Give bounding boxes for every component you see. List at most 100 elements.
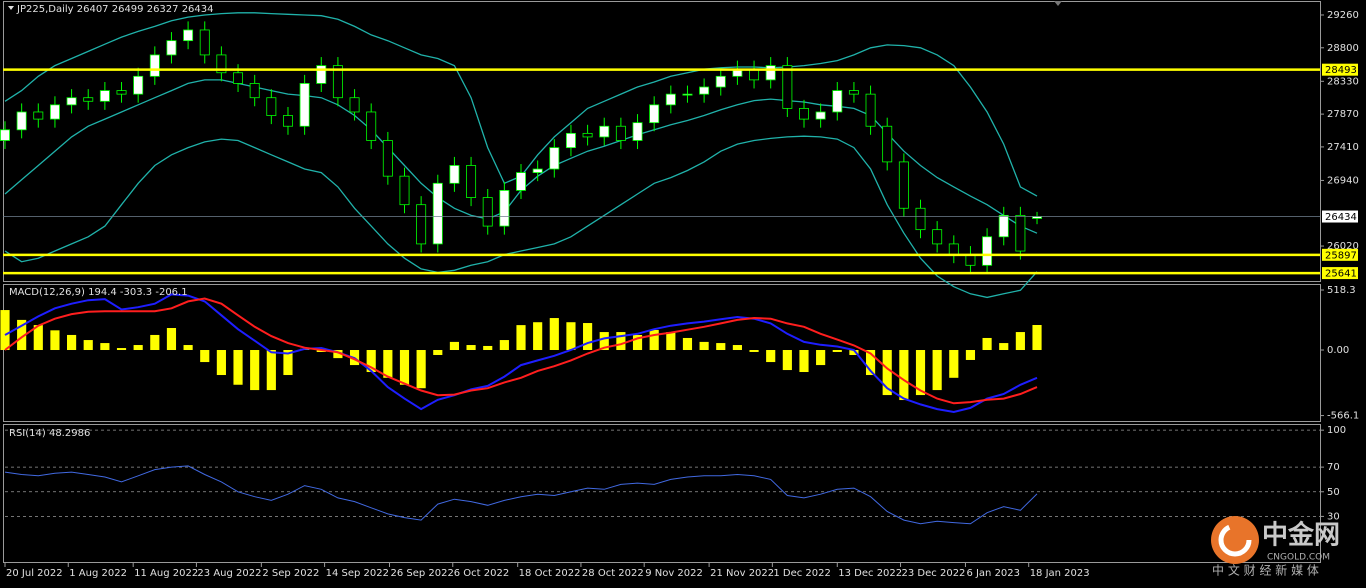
y-tick-label: 26020 <box>1327 241 1359 252</box>
current-price-label-box <box>1322 210 1358 223</box>
macd-histogram-bar <box>483 345 493 351</box>
macd-histogram-bar <box>782 350 792 371</box>
candle-body <box>965 254 976 266</box>
macd-histogram-bar <box>915 350 926 396</box>
macd-histogram-bar <box>899 350 909 401</box>
macd-histogram-bar <box>999 343 1009 351</box>
level-label: 28493 <box>1325 65 1357 76</box>
macd-histogram-bar <box>150 334 160 351</box>
price-panel-frame <box>3 1 1321 282</box>
macd-histogram-bar <box>416 350 426 389</box>
candle-body <box>532 168 543 173</box>
macd-histogram-bar <box>449 341 460 351</box>
macd-histogram-bar <box>133 345 143 351</box>
candle-body <box>216 54 227 74</box>
x-tick-label: 18 Oct 2022 <box>519 568 581 579</box>
macd-histogram-bar <box>766 350 776 363</box>
bollinger-band <box>4 135 1038 299</box>
rsi-panel-title: RSI(14) 48.2986 <box>9 428 90 439</box>
y-tick-label: 100 <box>1327 425 1346 436</box>
candle-body <box>898 161 909 209</box>
candle-body <box>815 111 826 120</box>
macd-histogram-bar <box>699 341 709 351</box>
x-tick-label: 2 Sep 2022 <box>262 568 319 579</box>
macd-histogram-bar <box>366 350 376 373</box>
candle-body <box>615 125 626 141</box>
macd-panel-frame <box>3 284 1321 422</box>
macd-line <box>4 297 1038 405</box>
candle-body <box>549 147 560 170</box>
candle-body <box>249 83 260 99</box>
macd-line <box>4 293 1038 414</box>
x-tick-label: 20 Jul 2022 <box>6 568 63 579</box>
macd-histogram-bar <box>516 325 526 351</box>
candle-body <box>233 72 244 84</box>
candle-body <box>83 97 94 102</box>
x-tick-label: 28 Oct 2022 <box>582 568 644 579</box>
candle-body <box>982 236 993 266</box>
macd-histogram-bar <box>716 343 726 351</box>
candle-body <box>582 132 593 138</box>
macd-histogram-bar <box>100 343 110 351</box>
candle-body <box>199 29 210 56</box>
macd-histogram-bar <box>982 337 992 351</box>
macd-histogram-bar <box>666 332 676 351</box>
macd-histogram-bar <box>1015 332 1025 351</box>
candle-body <box>382 140 393 177</box>
macd-histogram-bar <box>1032 324 1042 351</box>
macd-histogram-bar <box>816 350 826 366</box>
level-label-box <box>1322 63 1358 76</box>
y-tick-label: 28800 <box>1327 43 1359 54</box>
logo-circle <box>1211 516 1259 564</box>
level-label-box <box>1322 248 1358 261</box>
macd-histogram-bar <box>67 334 77 351</box>
macd-histogram-bar <box>183 345 193 351</box>
candle-body <box>149 54 160 77</box>
macd-histogram-bar <box>0 310 10 351</box>
candle-body <box>649 104 660 124</box>
macd-histogram-bar <box>549 318 559 351</box>
macd-histogram-bar <box>932 350 942 391</box>
macd-histogram-bar <box>200 350 210 363</box>
macd-histogram-bar <box>799 350 809 373</box>
macd-histogram-bar <box>749 350 759 352</box>
candle-body <box>183 29 194 42</box>
macd-histogram-bar <box>566 322 576 351</box>
macd-histogram-bar <box>965 350 976 360</box>
candle-body <box>266 97 277 116</box>
macd-histogram-bar <box>166 328 177 351</box>
macd-histogram-bar <box>583 323 593 351</box>
macd-histogram-bar <box>83 340 93 351</box>
current-price-label: 26434 <box>1325 212 1357 223</box>
macd-histogram-bar <box>599 332 609 351</box>
candle-body <box>416 204 427 245</box>
macd-histogram-bar <box>233 350 243 385</box>
x-tick-label: 23 Aug 2022 <box>197 568 261 579</box>
y-tick-label: 50 <box>1327 487 1340 498</box>
candle-body <box>715 75 726 88</box>
watermark: 中金网 CNGOLD.COM 中 文 财 经 新 媒 体 <box>1211 516 1340 578</box>
symbol-menu-arrow[interactable] <box>8 6 14 10</box>
candle-body <box>932 229 943 245</box>
candle-body <box>116 90 127 95</box>
watermark-site: CNGOLD.COM <box>1267 553 1330 563</box>
logo-swirl <box>1218 523 1252 557</box>
y-tick-label: -566.1 <box>1327 411 1359 422</box>
candle-body <box>99 90 110 102</box>
candle-body <box>299 83 310 127</box>
candle-body <box>432 182 443 245</box>
x-tick-label: 23 Dec 2022 <box>902 568 966 579</box>
candle-body <box>882 125 893 163</box>
level-label: 25641 <box>1325 269 1357 280</box>
y-tick-label: 27410 <box>1327 142 1359 153</box>
y-tick-label: 26940 <box>1327 175 1359 186</box>
x-tick-label: 26 Sep 2022 <box>391 568 454 579</box>
candle-body <box>832 90 843 113</box>
candle-body <box>399 175 410 206</box>
x-tick-label: 13 Dec 2022 <box>838 568 902 579</box>
macd-panel-title: MACD(12,26,9) 194.4 -303.3 -206.1 <box>9 287 188 298</box>
watermark-tagline: 中 文 财 经 新 媒 体 <box>1212 563 1319 578</box>
macd-histogram-bar <box>616 332 626 351</box>
